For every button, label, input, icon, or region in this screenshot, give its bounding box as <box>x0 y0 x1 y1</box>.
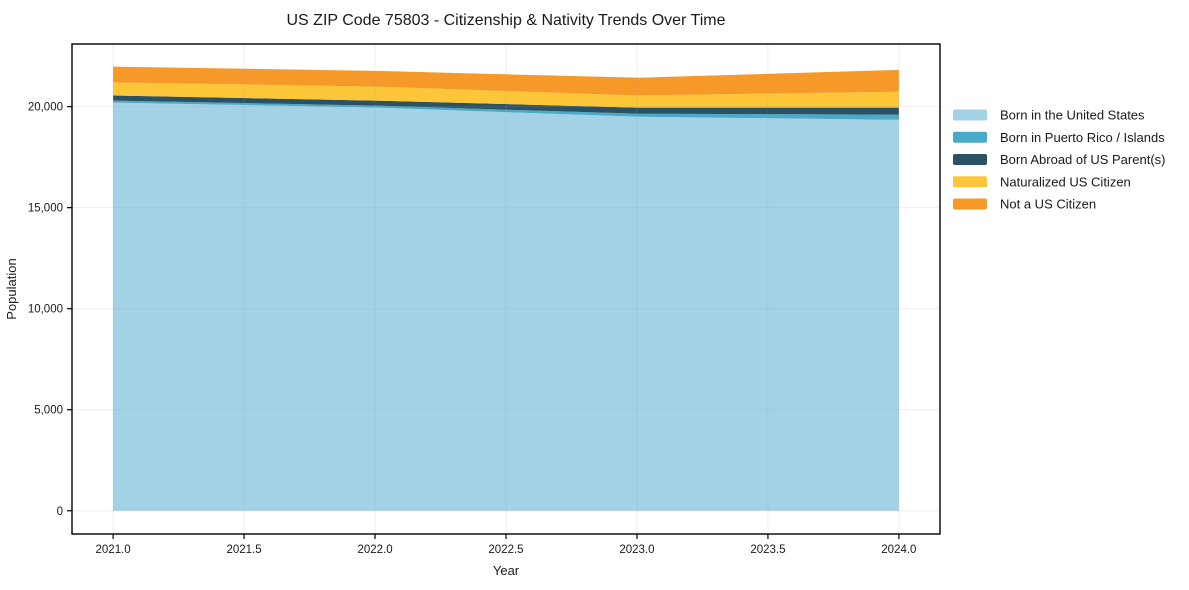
legend-label-4: Not a US Citizen <box>1000 197 1096 212</box>
legend-swatch-2 <box>953 154 987 165</box>
x-tick-label: 2021.0 <box>96 544 131 556</box>
area-series-1 <box>113 100 899 120</box>
chart-title: US ZIP Code 75803 - Citizenship & Nativi… <box>287 12 726 29</box>
plot-area: 2021.0 2021.5 2022.0 2022.5 2023.0 2023.5 2024… <box>28 43 1165 556</box>
y-tick-label: 5,000 <box>34 405 63 417</box>
legend-label-3: Naturalized US Citizen <box>1000 174 1131 189</box>
area-series-3 <box>113 82 899 108</box>
x-tick-label: 2023.5 <box>750 544 785 556</box>
x-tick-label: 2023.0 <box>619 544 654 556</box>
legend-swatch-4 <box>953 198 987 210</box>
area-series-0 <box>113 102 899 511</box>
legend-swatch-3 <box>953 176 987 188</box>
legend-swatch-1 <box>953 131 987 143</box>
legend-label-0: Born in the United States <box>1000 108 1145 123</box>
y-tick-label: 0 <box>57 506 63 518</box>
x-tick-label: 2022.5 <box>488 544 523 556</box>
legend-label-2: Born Abroad of US Parent(s) <box>1000 152 1165 167</box>
y-tick-label: 20,000 <box>28 102 63 114</box>
area-series-2 <box>113 95 899 115</box>
legend-label-1: Born in Puerto Rico / Islands <box>1000 130 1165 145</box>
area-series-4 <box>113 66 899 96</box>
x-tick-label: 2021.5 <box>226 544 261 556</box>
x-tick-label: 2022.0 <box>357 544 392 556</box>
legend-swatch-0 <box>953 109 987 121</box>
x-axis-label: Year <box>493 563 520 578</box>
y-tick-label: 10,000 <box>28 304 63 316</box>
x-tick-label: 2024.0 <box>881 544 916 556</box>
y-tick-label: 15,000 <box>28 203 63 215</box>
y-axis-label: Population <box>4 258 19 319</box>
